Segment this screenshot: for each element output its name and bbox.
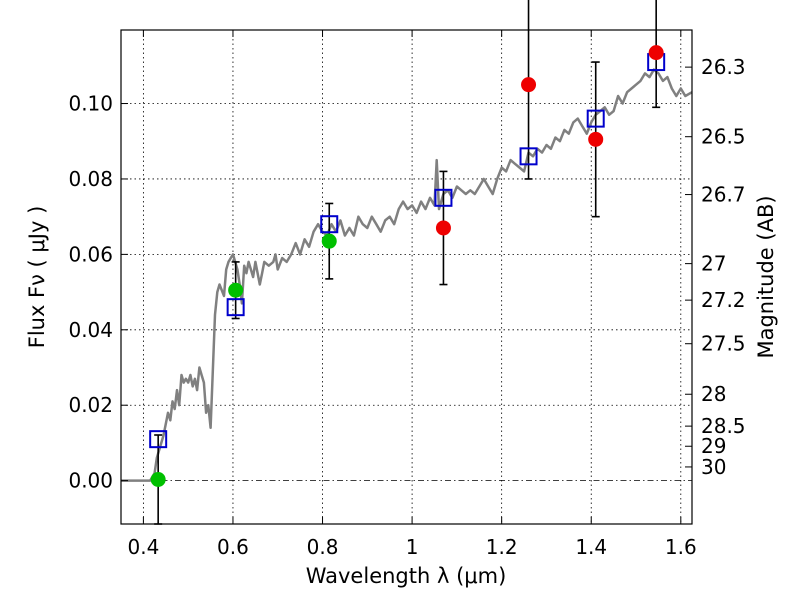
y2-tick-label: 26.7 xyxy=(701,183,746,207)
green-data-point xyxy=(150,472,166,488)
model-photometry-box xyxy=(320,215,339,234)
y2-tick-label: 27.2 xyxy=(701,288,746,312)
grid-lines xyxy=(121,30,692,524)
y2-tick-label: 26.3 xyxy=(701,55,746,79)
x-axis-ticks: 0.4 0.6 0.8 1 1.2 1.4 1.6 xyxy=(127,30,697,559)
observed-points xyxy=(150,45,664,488)
y2-axis-label: Magnitude (AB) xyxy=(754,195,778,358)
x-tick-label: 1.6 xyxy=(665,535,697,559)
y-axis-label: Flux Fν ( μJy ) xyxy=(25,206,49,349)
y2-tick-label: 27 xyxy=(701,252,726,276)
y-tick-label: 0.08 xyxy=(68,167,113,191)
red-data-point xyxy=(521,77,537,93)
y-tick-label: 0.00 xyxy=(68,469,113,493)
y2-tick-label: 30 xyxy=(701,455,726,479)
x-tick-label: 0.6 xyxy=(217,535,249,559)
x-tick-label: 0.8 xyxy=(307,535,339,559)
model-spectrum-layer xyxy=(121,68,692,482)
y2-tick-label: 26.5 xyxy=(701,125,746,149)
model-photometry-box xyxy=(149,430,168,449)
y-tick-label: 0.04 xyxy=(68,318,113,342)
x-tick-label: 0.4 xyxy=(127,535,159,559)
x-axis-label: Wavelength λ (μm) xyxy=(306,564,507,588)
y2-tick-label: 28 xyxy=(701,382,726,406)
y2-tick-label: 27.5 xyxy=(701,332,746,356)
y2-tick-label: 28.5 xyxy=(701,414,746,438)
y-tick-label: 0.10 xyxy=(68,92,113,116)
x-tick-label: 1.4 xyxy=(575,535,607,559)
model-photometry-box xyxy=(226,298,245,317)
model-photometry-box xyxy=(519,147,538,166)
x-tick-label: 1 xyxy=(406,535,419,559)
y-tick-label: 0.02 xyxy=(68,393,113,417)
model-photometry-box xyxy=(434,188,453,207)
plot-frame xyxy=(120,29,693,525)
y-axis-ticks: 0.00 0.02 0.04 0.06 0.08 0.10 xyxy=(68,92,128,493)
model-spectrum-line xyxy=(121,68,692,482)
y-tick-label: 0.06 xyxy=(68,242,113,266)
model-photometry-box xyxy=(586,109,605,128)
y2-tick-label: 29 xyxy=(701,434,726,458)
green-data-point xyxy=(321,233,337,249)
x-tick-label: 1.2 xyxy=(486,535,518,559)
red-data-point xyxy=(435,220,451,236)
red-data-point xyxy=(648,45,664,61)
model-photometry-boxes xyxy=(149,53,666,449)
red-data-point xyxy=(588,131,604,147)
green-data-point xyxy=(228,282,244,298)
